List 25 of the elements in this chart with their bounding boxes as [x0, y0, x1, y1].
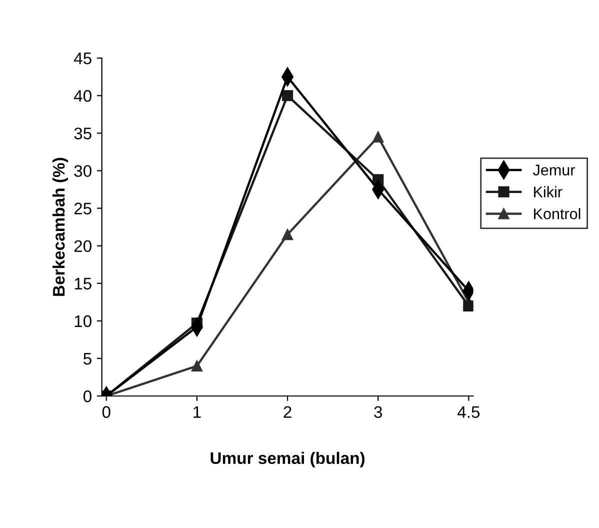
legend-label: Kontrol [534, 208, 580, 220]
point [372, 131, 384, 142]
y-tick-label: 25 [74, 202, 92, 214]
y-tick-label: 45 [74, 52, 92, 64]
legend-label: Jemur [533, 164, 575, 176]
point [463, 300, 474, 312]
y-axis-title: Berkecambah (%) [52, 158, 68, 296]
y-tick-label: 20 [74, 240, 92, 252]
y-tick-label: 35 [74, 128, 92, 140]
point [191, 360, 202, 372]
y-tick-label: 30 [74, 165, 92, 177]
legend-label: Kikir [534, 186, 562, 198]
y-tick-label: 40 [74, 90, 92, 102]
x-tick-label: 2 [284, 406, 292, 418]
x-tick-label: 4.5 [457, 406, 480, 418]
x-tick-label: 1 [194, 406, 201, 418]
point [282, 228, 294, 240]
y-tick-label: 15 [74, 278, 92, 290]
x-axis-title: Umur semai (bulan) [210, 452, 364, 468]
point [282, 90, 294, 102]
y-tick-label: 0 [83, 390, 92, 402]
x-tick-label: 3 [374, 406, 382, 418]
x-tick-label: 0 [102, 406, 110, 418]
y-tick-label: 5 [84, 353, 92, 365]
y-tick-label: 10 [74, 315, 92, 328]
